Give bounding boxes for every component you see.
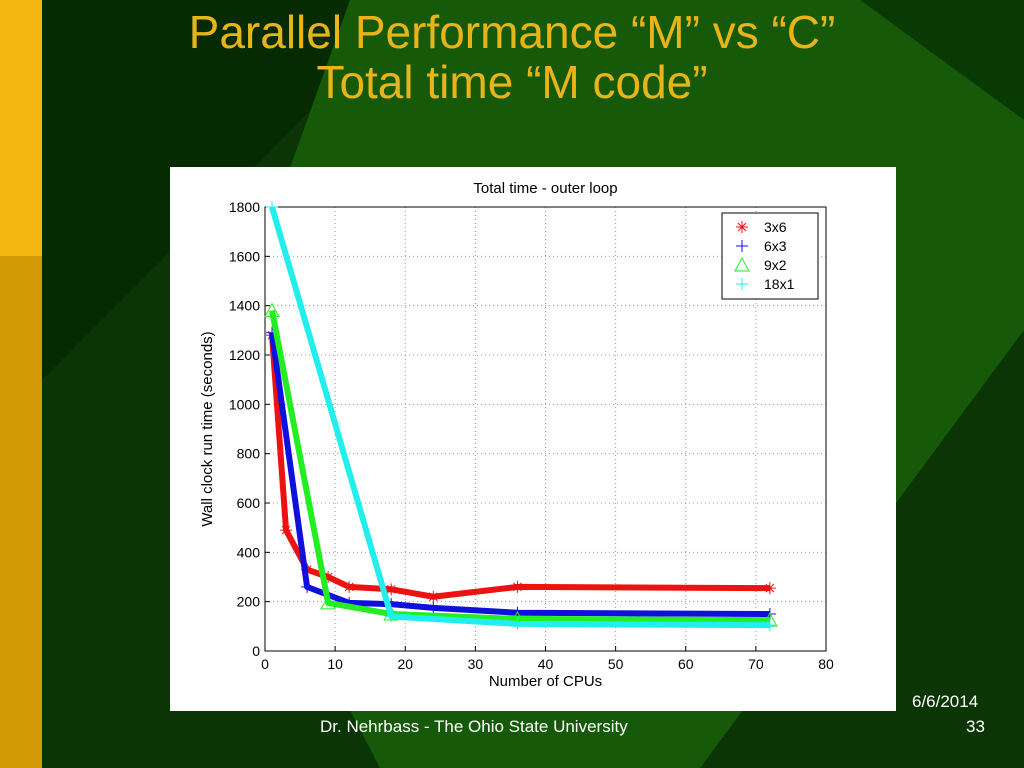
y-tick-label: 1200: [229, 347, 260, 363]
slide-title-line1: Parallel Performance “M” vs “C”: [188, 6, 836, 58]
y-tick-label: 1000: [229, 396, 260, 412]
data-point-18x1: [385, 610, 398, 623]
legend-marker-18x1: [736, 278, 748, 290]
slide-number: 33: [966, 717, 985, 736]
footer-text: Dr. Nehrbass - The Ohio State University: [320, 717, 628, 736]
legend-label: 3x6: [764, 219, 787, 235]
data-point-9x2: [264, 302, 280, 318]
data-point-3x6: [343, 580, 356, 593]
x-tick-label: 40: [538, 656, 554, 672]
data-point-6x3: [427, 601, 440, 614]
chart-title: Total time - outer loop: [473, 180, 617, 197]
data-point-18x1: [763, 619, 776, 632]
legend-marker-6x3: [736, 240, 748, 252]
legend-marker-9x2: [734, 256, 750, 272]
chart-panel: 0 10 20 30 40 50 60 70 80 0 200 400 600 800 1000 1200 14…: [170, 167, 896, 711]
slide-date: 6/6/2014: [912, 692, 979, 711]
data-point-3x6: [511, 580, 524, 593]
legend-label: 18x1: [764, 276, 795, 292]
x-tick-label: 50: [608, 656, 624, 672]
data-point-3x6: [385, 583, 398, 596]
data-point-6x3: [301, 580, 314, 593]
x-tick-label: 80: [818, 656, 834, 672]
data-point-9x2: [320, 594, 336, 610]
x-axis-label: Number of CPUs: [489, 673, 602, 690]
series-line-18x1: [269, 206, 770, 629]
plot-frame: [264, 206, 827, 652]
chart: 0 10 20 30 40 50 60 70 8002004006008001000120014…: [199, 180, 834, 690]
legend-label: 6x3: [764, 238, 787, 254]
y-tick-label: 0: [252, 643, 260, 659]
y-tick-label: 600: [237, 495, 261, 511]
data-point-3x6: [427, 590, 440, 603]
y-tick-label: 800: [237, 446, 261, 462]
x-tick-label: 30: [468, 656, 484, 672]
y-tick-label: 1600: [229, 248, 260, 264]
x-tick-label: 20: [397, 656, 413, 672]
data-point-3x6: [763, 582, 776, 595]
y-tick-label: 1800: [229, 199, 260, 215]
data-point-3x6: [322, 571, 335, 583]
y-tick-label: 200: [237, 594, 261, 610]
y-tick-label: 400: [237, 544, 261, 560]
x-tick-label: 10: [327, 656, 343, 672]
slide-title-line2: Total time “M code”: [316, 56, 708, 108]
legend-marker-3x6: [736, 221, 748, 233]
data-point-18x1: [266, 201, 279, 213]
y-axis-label: Wall clock run time (seconds): [199, 331, 216, 526]
x-tick-label: 70: [748, 656, 764, 672]
x-tick-label: 0: [261, 656, 269, 672]
data-point-18x1: [511, 617, 524, 630]
legend-label: 9x2: [764, 257, 787, 273]
data-point-3x6: [280, 524, 293, 537]
y-tick-label: 1400: [229, 298, 260, 314]
x-tick-label: 60: [678, 656, 694, 672]
